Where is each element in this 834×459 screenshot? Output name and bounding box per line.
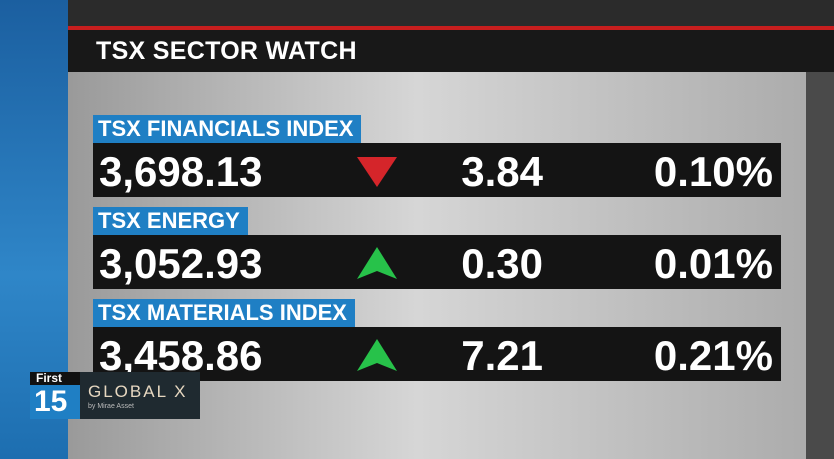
logo: First 15 GLOBAL X by Mirae Asset [30, 372, 200, 419]
down-arrow [357, 157, 397, 187]
right-shade [806, 72, 834, 459]
show-name: First [30, 372, 80, 385]
index-value: 3,458.86 [99, 332, 263, 379]
sector-row: 3,458.86 7.21 0.21% [93, 327, 781, 381]
up-arrow [357, 339, 397, 371]
change: 7.21 [461, 332, 543, 379]
sector-name: TSX FINANCIALS INDEX [93, 115, 362, 143]
arrow-shape [357, 339, 397, 371]
percent-change: 0.21% [653, 332, 773, 379]
sector-row: 3,052.93 0.30 0.01% [93, 235, 781, 289]
tagline: by Mirae Asset [88, 403, 134, 410]
index-value: 3,698.13 [99, 148, 263, 195]
sector-name: TSX ENERGY [93, 207, 248, 235]
brand: GLOBAL X [88, 382, 188, 401]
top-bar [68, 0, 834, 26]
sector-row: 3,698.13 3.84 0.10% [93, 143, 781, 197]
index-value: 3,052.93 [99, 240, 263, 287]
title: TSX SECTOR WATCH [96, 37, 357, 65]
sector-name: TSX MATERIALS INDEX [93, 299, 355, 327]
change: 0.30 [461, 240, 543, 287]
arrow-shape [357, 157, 397, 187]
header-bar: TSX SECTOR WATCH [68, 30, 834, 72]
show-number: 15 [30, 385, 80, 419]
up-arrow [357, 247, 397, 279]
percent-change: 0.01% [653, 240, 773, 287]
red-rule [68, 26, 834, 30]
percent-change: 0.10% [653, 148, 773, 195]
arrow-shape [357, 247, 397, 279]
change: 3.84 [461, 148, 543, 195]
